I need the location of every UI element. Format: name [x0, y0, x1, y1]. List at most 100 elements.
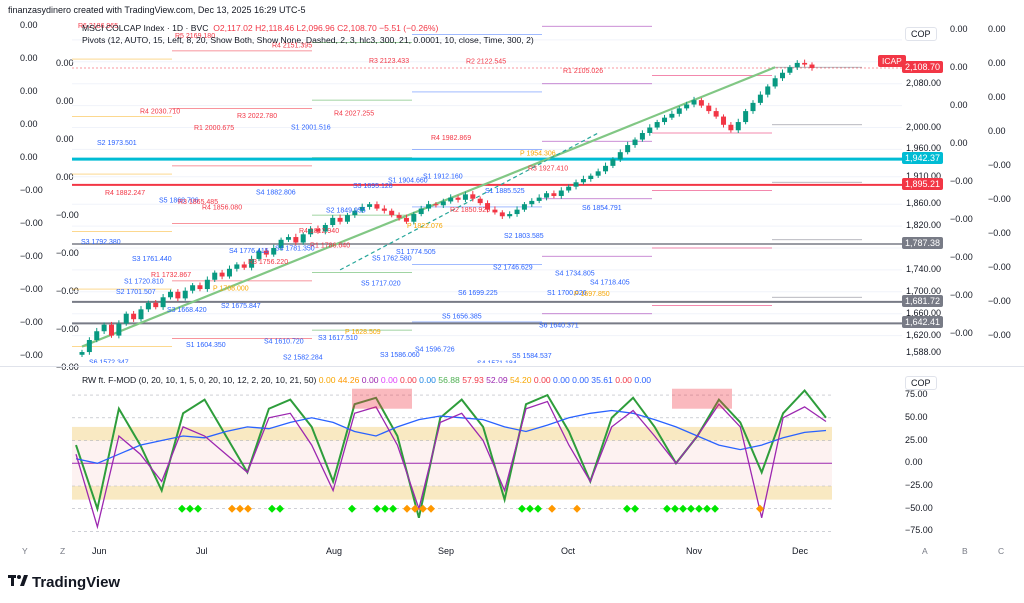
candle-body — [278, 239, 284, 248]
oscillator-label[interactable]: RW ft. F-MOD (0, 20, 10, 1, 5, 0, 20, 10… — [82, 375, 317, 385]
axis-letter-button[interactable]: Y — [22, 546, 28, 556]
candle-body — [241, 264, 247, 268]
osc-value: 0.00 — [416, 375, 436, 385]
pivot-label: S4 1718.405 — [590, 280, 630, 287]
right-axis-label: −0.00 — [988, 194, 1011, 204]
candle-body — [558, 190, 564, 196]
osc-axis-label: −25.00 — [905, 480, 933, 490]
left-axis-label-2: 0.00 — [56, 172, 74, 182]
pivot-label: S2 1803.585 — [504, 233, 544, 240]
pivot-label: S6 1699.225 — [458, 290, 498, 297]
symbol-title[interactable]: MSCI COLCAP Index · 1D · BVC — [82, 23, 209, 33]
pivot-label: R4 1812.940 — [299, 228, 339, 235]
pivot-label: R4 1856.080 — [202, 204, 242, 211]
brand-name: TradingView — [32, 574, 121, 591]
signal-diamond — [703, 504, 711, 513]
pivot-label: R4 1982.869 — [431, 135, 471, 142]
candle-body — [787, 67, 793, 73]
candle-body — [359, 206, 365, 211]
pivot-label: S4 1882.806 — [256, 190, 296, 197]
price-tag: 1,681.72 — [902, 294, 944, 307]
pivot-label: P 1697.850 — [574, 291, 610, 298]
pivot-label: S4 1781.350 — [275, 245, 315, 252]
signal-diamond — [178, 504, 186, 513]
pivot-label: S1 1912.160 — [423, 174, 463, 181]
pivot-label: S5 1762.580 — [372, 256, 412, 263]
oscillator-chart[interactable] — [72, 386, 902, 536]
candle-body — [389, 210, 395, 216]
pivot-label: S4 1571.184 — [477, 360, 517, 363]
right-axis-label-2: −0.00 — [950, 252, 973, 262]
candle-body — [809, 64, 815, 68]
right-axis-label-2: −0.00 — [950, 214, 973, 224]
candle-body — [79, 352, 85, 355]
time-axis[interactable]: Jun Jul Aug Sep Oct Nov Dec Y Z A B C — [0, 546, 1024, 560]
price-tag: 1,787.38 — [902, 236, 944, 249]
axis-letter-button[interactable]: B — [962, 546, 968, 556]
candle-body — [757, 94, 763, 103]
left-axis-label: −0.00 — [20, 218, 43, 228]
candle-body — [477, 198, 483, 204]
pivot-label: P 1708.000 — [213, 285, 249, 292]
signal-diamond — [236, 504, 244, 513]
candle-body — [507, 214, 513, 217]
candle-body — [86, 340, 92, 353]
signal-diamond — [573, 504, 581, 513]
pivot-label: R3 1756.220 — [248, 259, 288, 266]
pivot-label: P 1822.076 — [407, 223, 443, 230]
price-axis-label: 2,080.00 — [906, 77, 942, 88]
price-axis-label: 1,910.00 — [906, 170, 942, 181]
candle-body — [551, 193, 557, 196]
pivot-label: S2 1675.847 — [221, 303, 261, 310]
pivots-indicator-label[interactable]: Pivots (12, AUTO, 15, Left, 8, 20, Show … — [82, 35, 534, 45]
candle-body — [573, 182, 579, 187]
candle-body — [101, 324, 107, 332]
candle-body — [300, 234, 306, 243]
axis-letter-button[interactable]: A — [922, 546, 928, 556]
signal-diamond — [671, 504, 679, 513]
tradingview-logo[interactable]: TradingView — [8, 574, 120, 591]
osc-value: 57.93 — [459, 375, 484, 385]
price-tag: 1,642.41 — [902, 316, 944, 329]
candle-body — [249, 258, 255, 268]
pane-divider[interactable] — [0, 366, 1024, 367]
currency-button[interactable]: COP — [905, 27, 937, 41]
right-axis-label: 0.00 — [988, 92, 1006, 102]
price-axis-label: 1,960.00 — [906, 143, 942, 154]
candle-body — [588, 175, 594, 179]
osc-value: 0.00 — [631, 375, 652, 385]
right-axis-label: −0.00 — [988, 296, 1011, 306]
candle-body — [411, 214, 417, 222]
left-axis-label: −0.00 — [20, 317, 43, 327]
left-axis-label: −0.00 — [20, 185, 43, 195]
osc-value: 0.00 — [318, 375, 336, 385]
signal-diamond — [427, 504, 435, 513]
pivot-label: S2 1746.629 — [493, 264, 533, 271]
right-axis-label: 0.00 — [988, 24, 1006, 34]
candle-body — [580, 179, 586, 183]
candle-body — [337, 217, 343, 222]
trend-line-dashed — [339, 132, 599, 271]
axis-letter-button[interactable]: C — [998, 546, 1005, 556]
signal-diamond — [268, 504, 276, 513]
right-axis-label-2: 0.00 — [950, 24, 968, 34]
candle-body — [639, 133, 645, 140]
candle-body — [492, 209, 498, 213]
candle-body — [197, 285, 203, 290]
pivot-label: R4 1882.247 — [105, 190, 145, 197]
price-axis-label: 1,588.00 — [906, 347, 942, 358]
signal-diamond — [679, 504, 687, 513]
axis-letter-button[interactable]: Z — [60, 546, 66, 556]
candle-body — [684, 104, 690, 109]
candle-body — [263, 250, 269, 255]
price-axis[interactable]: 2,080.00 2,000.00 1,960.00 1,910.00 1,860.00… — [902, 18, 968, 363]
currency-button-2[interactable]: COP — [905, 376, 937, 390]
right-axis-label: −0.00 — [988, 228, 1011, 238]
candle-body — [595, 171, 601, 176]
oscillator-values: 0.00 44.26 0.00 0.00 0.00 0.00 56.88 57.… — [319, 375, 651, 385]
pivot-label: S5 1717.020 — [361, 280, 401, 287]
pivot-label: S2 1582.284 — [283, 354, 323, 361]
price-chart[interactable]: R6 2186.965 R5 2169.180 R4 2151.395 R3 2123… — [72, 18, 902, 363]
osc-value: 52.09 — [483, 375, 508, 385]
candle-body — [123, 313, 129, 324]
